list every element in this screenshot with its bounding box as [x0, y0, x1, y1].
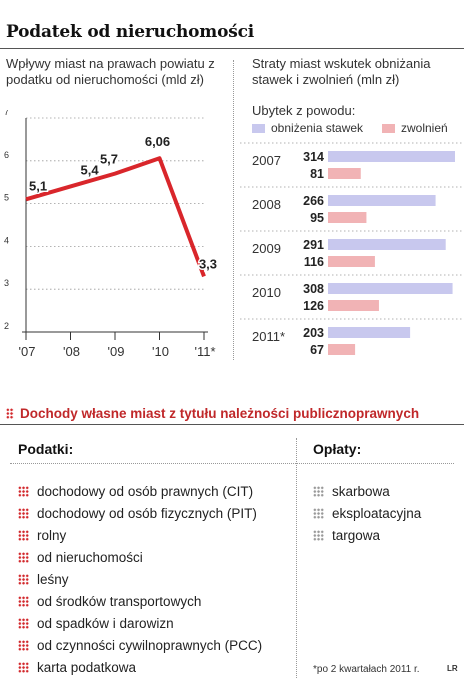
bullet-icon [313, 507, 324, 519]
list-item: od spadków i darowizn [18, 612, 262, 634]
legend-item-obnizenia: obniżenia stawek [252, 121, 363, 135]
credit: LR [447, 664, 458, 673]
bar-value-label: 126 [303, 299, 324, 313]
bar-zwolnien [328, 212, 367, 223]
bar-obnizenia [328, 195, 436, 206]
category-label: 2008 [252, 197, 281, 212]
list-item: od środków transportowych [18, 590, 262, 612]
bullet-icon [18, 485, 29, 497]
legend-item-zwolnien: zwolnień [382, 121, 448, 135]
bullet-icon [18, 507, 29, 519]
x-tick-label: '07 [19, 344, 36, 359]
line-chart: 2 3 4 5 6 7 '07 '08 '09 '10 '11* 5,1 5,45,7 6,06 3,3 [4, 110, 219, 359]
list-item: rolny [18, 524, 262, 546]
bar-chart-subtitle: Straty miast wskutek obniżania stawek i … [252, 56, 431, 87]
section2-title: Dochody własne miast z tytułu należności… [20, 405, 420, 421]
page-title: Podatek od nieruchomości [6, 22, 254, 42]
bar-obnizenia [328, 239, 446, 250]
bullet-icon [18, 639, 29, 651]
list-item: skarbowa [313, 480, 421, 502]
section2-divider [0, 424, 464, 425]
list-item: targowa [313, 524, 421, 546]
list-item: dochodowy od osób fizycznych (PIT) [18, 502, 262, 524]
bar-chart: 2007 314 81 2008 266 95 2009 291 116 2010 308 126 20… [240, 142, 462, 357]
bullet-icon [18, 551, 29, 563]
bar-obnizenia [328, 327, 411, 338]
bar-value-label: 116 [304, 255, 324, 269]
fees-header: Opłaty: [313, 441, 362, 457]
bullet-icon [313, 529, 324, 541]
legend-swatch-pink [382, 123, 395, 133]
list-item: leśny [18, 568, 262, 590]
bar-zwolnien [328, 168, 361, 179]
bar-value-label: 291 [303, 238, 324, 252]
category-label: 2010 [252, 285, 281, 300]
bar-value-label: 203 [303, 326, 324, 340]
x-tick-label: '08 [63, 344, 80, 359]
fees-list: skarbowa eksploatacyjna targowa [313, 480, 421, 546]
bar-value-label: 308 [303, 282, 324, 296]
y-tick-label: 7 [4, 110, 9, 117]
data-label: 6,06 [145, 134, 170, 149]
category-label: 2007 [252, 153, 281, 168]
data-label: 5,4 [81, 162, 100, 177]
header-divider [10, 463, 454, 464]
data-label: 5,7 [100, 152, 118, 167]
section-marker-icon [6, 407, 14, 419]
legend-title: Ubytek z powodu: [252, 103, 356, 118]
bullet-icon [18, 617, 29, 629]
bullet-icon [313, 485, 324, 497]
footnote: *po 2 kwartałach 2011 r. [313, 664, 420, 675]
list-item: eksploatacyjna [313, 502, 421, 524]
bullet-icon [18, 595, 29, 607]
y-tick-label: 2 [4, 321, 9, 331]
line-chart-subtitle: Wpływy miast na prawach powiatu z podatk… [6, 56, 215, 87]
bar-obnizenia [328, 151, 455, 162]
bullet-icon [18, 573, 29, 585]
list-item: karta podatkowa [18, 656, 262, 678]
bar-obnizenia [328, 283, 453, 294]
y-tick-label: 6 [4, 150, 9, 160]
bullet-icon [18, 529, 29, 541]
y-tick-label: 4 [4, 235, 9, 245]
title-divider [0, 48, 464, 49]
bar-value-label: 266 [303, 194, 324, 208]
bar-zwolnien [328, 344, 356, 355]
legend-label-obnizenia: obniżenia stawek [271, 121, 364, 135]
list-item: dochodowy od osób prawnych (CIT) [18, 480, 262, 502]
data-label: 3,3 [199, 256, 217, 271]
bar-value-label: 67 [310, 343, 324, 357]
list-item: od nieruchomości [18, 546, 262, 568]
chart-divider [233, 60, 234, 360]
category-label: 2011* [252, 329, 285, 344]
x-tick-label: '10 [152, 344, 169, 359]
bar-zwolnien [328, 300, 379, 311]
bar-zwolnien [328, 256, 375, 267]
legend-swatch-blue [252, 123, 265, 133]
bar-value-label: 314 [303, 150, 324, 164]
column-divider [296, 438, 297, 678]
series-line [25, 156, 206, 278]
y-tick-label: 3 [4, 278, 9, 288]
bullet-icon [18, 661, 29, 673]
section2-header: Dochody własne miast z tytułu należności… [6, 402, 458, 424]
bar-value-label: 81 [310, 167, 324, 181]
bar-value-label: 95 [310, 211, 324, 225]
x-tick-label: '09 [108, 344, 125, 359]
legend-label-zwolnien: zwolnień [401, 121, 448, 135]
x-tick-label: '11* [194, 344, 215, 359]
y-tick-label: 5 [4, 193, 9, 203]
data-label: 5,1 [29, 178, 47, 193]
taxes-list: dochodowy od osób prawnych (CIT) dochodo… [18, 480, 262, 678]
category-label: 2009 [252, 241, 281, 256]
list-item: od czynności cywilnoprawnych (PCC) [18, 634, 262, 656]
taxes-header: Podatki: [18, 441, 74, 457]
